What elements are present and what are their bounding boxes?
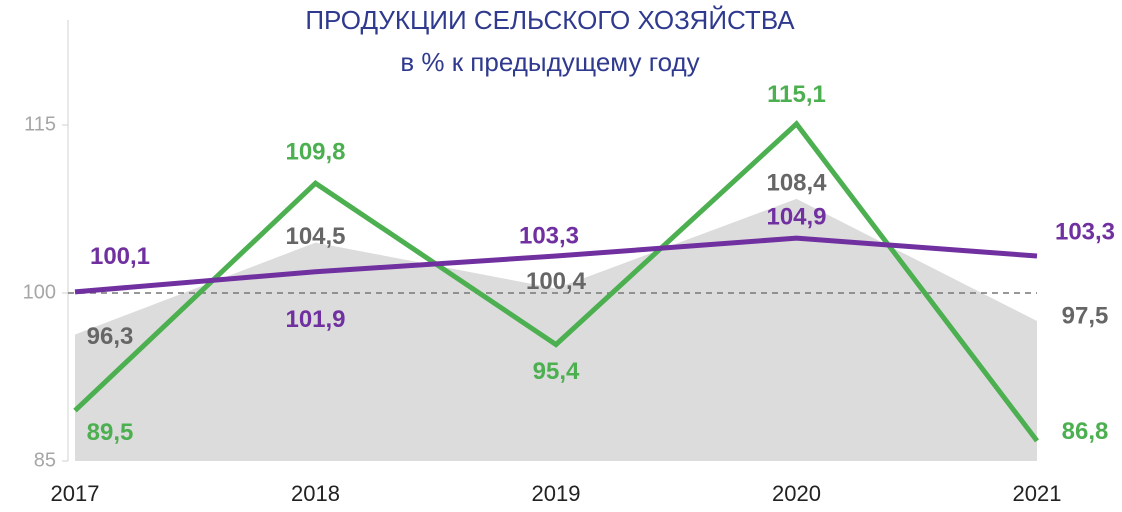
x-tick-label: 2019 [532, 481, 581, 506]
y-tick-label: 100 [23, 281, 56, 303]
x-tick-label: 2021 [1013, 481, 1062, 506]
x-tick-label: 2018 [291, 481, 340, 506]
y-tick-label: 115 [24, 113, 56, 135]
line [74, 235, 1038, 295]
data-label: 101,9 [285, 306, 345, 333]
data-label: 100,4 [526, 268, 587, 295]
data-label: 104,5 [285, 223, 345, 250]
chart-subtitle: в % к предыдущему году [400, 47, 699, 77]
data-label: 89,5 [87, 419, 134, 446]
data-label: 97,5 [1062, 302, 1109, 329]
data-label: 115,1 [767, 81, 826, 108]
chart-title: ПРОДУКЦИИ СЕЛЬСКОГО ХОЗЯЙСТВА [305, 5, 795, 35]
data-label: 100,1 [90, 243, 150, 270]
data-label: 103,3 [519, 222, 579, 249]
data-label: 96,3 [87, 323, 134, 350]
data-label: 86,8 [1062, 418, 1109, 445]
data-label: 95,4 [533, 358, 580, 385]
data-label: 109,8 [285, 139, 345, 166]
y-tick-label: 85 [34, 449, 56, 471]
data-label: 104,9 [766, 203, 826, 230]
area [75, 198, 1037, 462]
data-label: 103,3 [1055, 218, 1115, 245]
x-tick-label: 2020 [772, 481, 821, 506]
x-tick-label: 2017 [51, 481, 100, 506]
line [73, 120, 1039, 443]
data-label: 108,4 [766, 169, 827, 196]
